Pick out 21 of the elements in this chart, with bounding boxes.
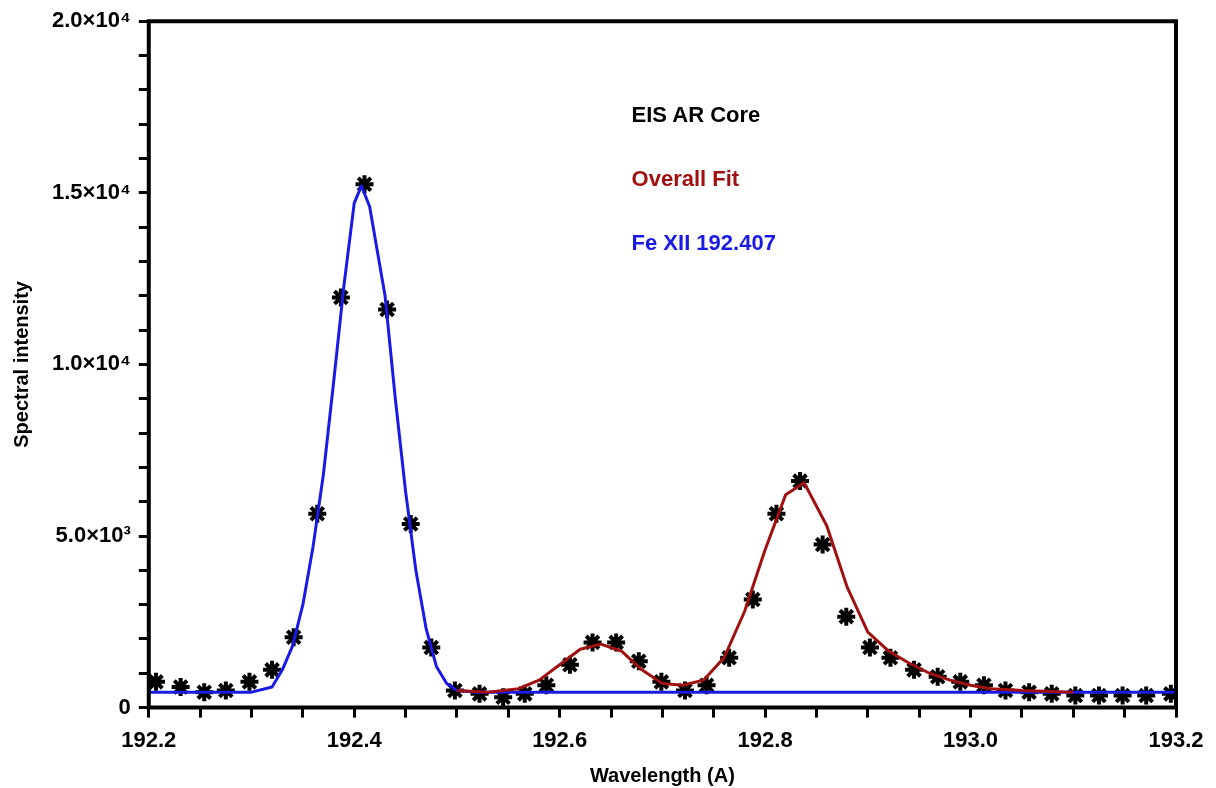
y-tick-label: 1.5×10⁴ bbox=[51, 178, 131, 204]
x-tick-label: 193.2 bbox=[1148, 726, 1204, 752]
text: EIS AR Core bbox=[631, 102, 761, 128]
x-tick-label: 192.2 bbox=[121, 726, 177, 752]
point bbox=[835, 605, 858, 628]
y-tick-label: 0 bbox=[118, 693, 131, 719]
x-tick-label: 192.4 bbox=[326, 726, 383, 752]
text: Fe XII 192.407 bbox=[631, 230, 776, 256]
point bbox=[261, 658, 284, 681]
y-axis-title: Spectral intensity bbox=[9, 280, 32, 448]
x-tick-label: 192.6 bbox=[532, 726, 588, 752]
y-tick-label: 5.0×10³ bbox=[55, 522, 131, 548]
text: Overall Fit bbox=[631, 166, 740, 192]
y-tick-label: 1.0×10⁴ bbox=[51, 350, 131, 376]
point bbox=[238, 670, 261, 693]
x-axis-title: Wavelength (A) bbox=[589, 763, 735, 786]
point bbox=[858, 636, 881, 659]
y-tick-label: 2.0×10⁴ bbox=[51, 7, 131, 33]
x-tick-label: 192.8 bbox=[737, 726, 793, 752]
x-tick-label: 193.0 bbox=[943, 726, 999, 752]
point bbox=[811, 533, 834, 556]
